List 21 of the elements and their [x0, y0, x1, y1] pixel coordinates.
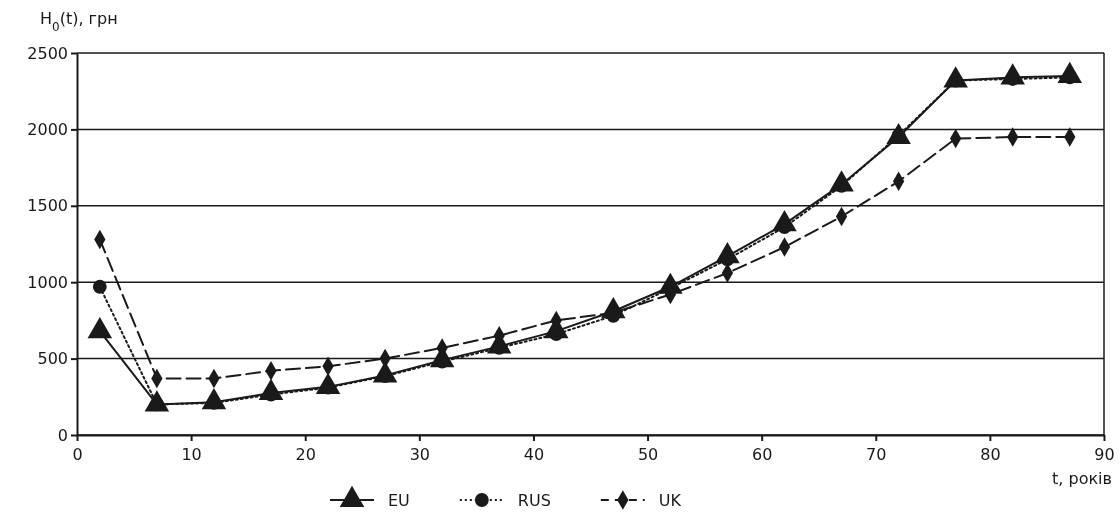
x-tick-label: 10: [181, 445, 202, 464]
y-tick-label: 1500: [27, 196, 68, 216]
x-axis-title: t, років: [1052, 469, 1112, 488]
x-tick-label: 40: [523, 445, 545, 464]
x-tick-label: 0: [72, 445, 83, 464]
x-tick-label: 90: [1094, 445, 1115, 464]
legend-label: UK: [658, 491, 682, 510]
x-tick-label: 80: [980, 445, 1001, 464]
y-axis-title: H$_{0}$(t), грн: [40, 9, 118, 34]
y-tick-label: 1000: [27, 272, 68, 292]
x-tick-label: 70: [866, 445, 887, 464]
x-tick-label: 20: [295, 445, 316, 464]
y-tick-label: 2000: [27, 120, 68, 140]
y-tick-label: 2500: [27, 43, 68, 63]
x-tick-label: 30: [409, 445, 431, 464]
legend-label: RUS: [517, 491, 551, 510]
legend-label: EU: [388, 491, 410, 510]
y-tick-label: 0: [57, 425, 68, 445]
x-tick-label: 50: [637, 445, 659, 464]
x-tick-label: 60: [751, 445, 773, 464]
y-tick-label: 500: [37, 349, 68, 369]
